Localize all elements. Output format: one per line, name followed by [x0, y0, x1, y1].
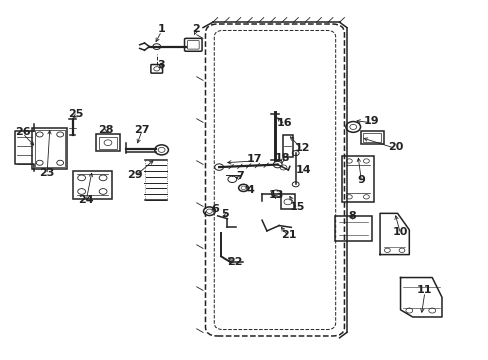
Text: 24: 24 [78, 195, 94, 205]
Bar [99, 136, 117, 149]
Bar [341, 156, 373, 202]
Text: 28: 28 [98, 125, 113, 135]
Text: 12: 12 [294, 143, 309, 153]
Text: 26: 26 [15, 127, 30, 136]
Bar [363, 133, 380, 142]
Text: 20: 20 [387, 141, 403, 152]
Text: 14: 14 [295, 165, 310, 175]
Text: 16: 16 [277, 118, 292, 128]
Text: 18: 18 [274, 153, 290, 163]
Text: 2: 2 [191, 24, 199, 35]
Text: 3: 3 [158, 60, 165, 70]
Text: 1: 1 [158, 24, 165, 35]
Text: 13: 13 [268, 190, 284, 200]
Bar [360, 131, 383, 144]
Text: 6: 6 [211, 204, 219, 215]
Text: 7: 7 [236, 171, 244, 181]
Text: 19: 19 [363, 116, 378, 126]
Text: 27: 27 [134, 125, 149, 135]
Text: 10: 10 [392, 227, 407, 237]
Text: 9: 9 [357, 175, 365, 185]
Text: 21: 21 [280, 230, 296, 239]
Bar [96, 134, 120, 151]
Text: 8: 8 [347, 211, 355, 221]
Text: 15: 15 [289, 202, 304, 212]
Text: 5: 5 [221, 209, 228, 219]
Text: 11: 11 [416, 285, 432, 295]
Text: 23: 23 [39, 168, 55, 178]
Bar [35, 130, 64, 167]
Text: 29: 29 [127, 170, 142, 180]
Text: 17: 17 [246, 154, 262, 164]
Bar [32, 128, 67, 169]
Bar [282, 135, 293, 157]
Text: 4: 4 [246, 185, 254, 195]
Bar [334, 216, 371, 241]
Text: 22: 22 [226, 257, 242, 267]
Bar [73, 171, 112, 199]
Text: 25: 25 [68, 109, 84, 119]
Bar [281, 194, 294, 210]
